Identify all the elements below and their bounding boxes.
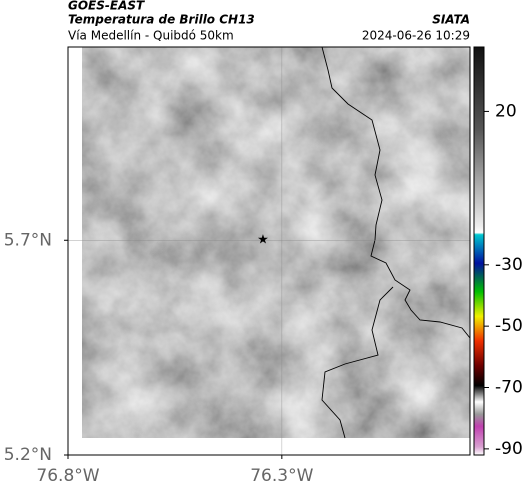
- map-frame: [67, 46, 471, 456]
- datetime: 2024-06-26 10:29: [362, 29, 470, 43]
- borders: [321, 46, 471, 439]
- colorbar-tick-label: -30: [495, 255, 523, 275]
- route: Vía Medellín - Quibdó 50km: [68, 29, 234, 43]
- y-tick-label: 5.2°N: [4, 445, 52, 465]
- satellite-image: [82, 47, 470, 438]
- satellite: GOES-EAST: [68, 0, 145, 13]
- colorbar: [473, 46, 485, 456]
- agency: SIATA: [432, 13, 470, 27]
- colorbar-tick-label: 20: [495, 101, 517, 121]
- x-tick-label: 76.3°W: [250, 466, 313, 486]
- city-marker: ★: [257, 233, 269, 248]
- colorbar-tick-label: -90: [495, 439, 523, 459]
- x-tick-label: 76.8°W: [36, 466, 99, 486]
- y-tick-label: 5.7°N: [4, 230, 52, 250]
- colorbar-tick-label: -70: [495, 378, 523, 398]
- product: Temperatura de Brillo CH13: [68, 13, 255, 27]
- colorbar-tick-label: -50: [495, 316, 523, 336]
